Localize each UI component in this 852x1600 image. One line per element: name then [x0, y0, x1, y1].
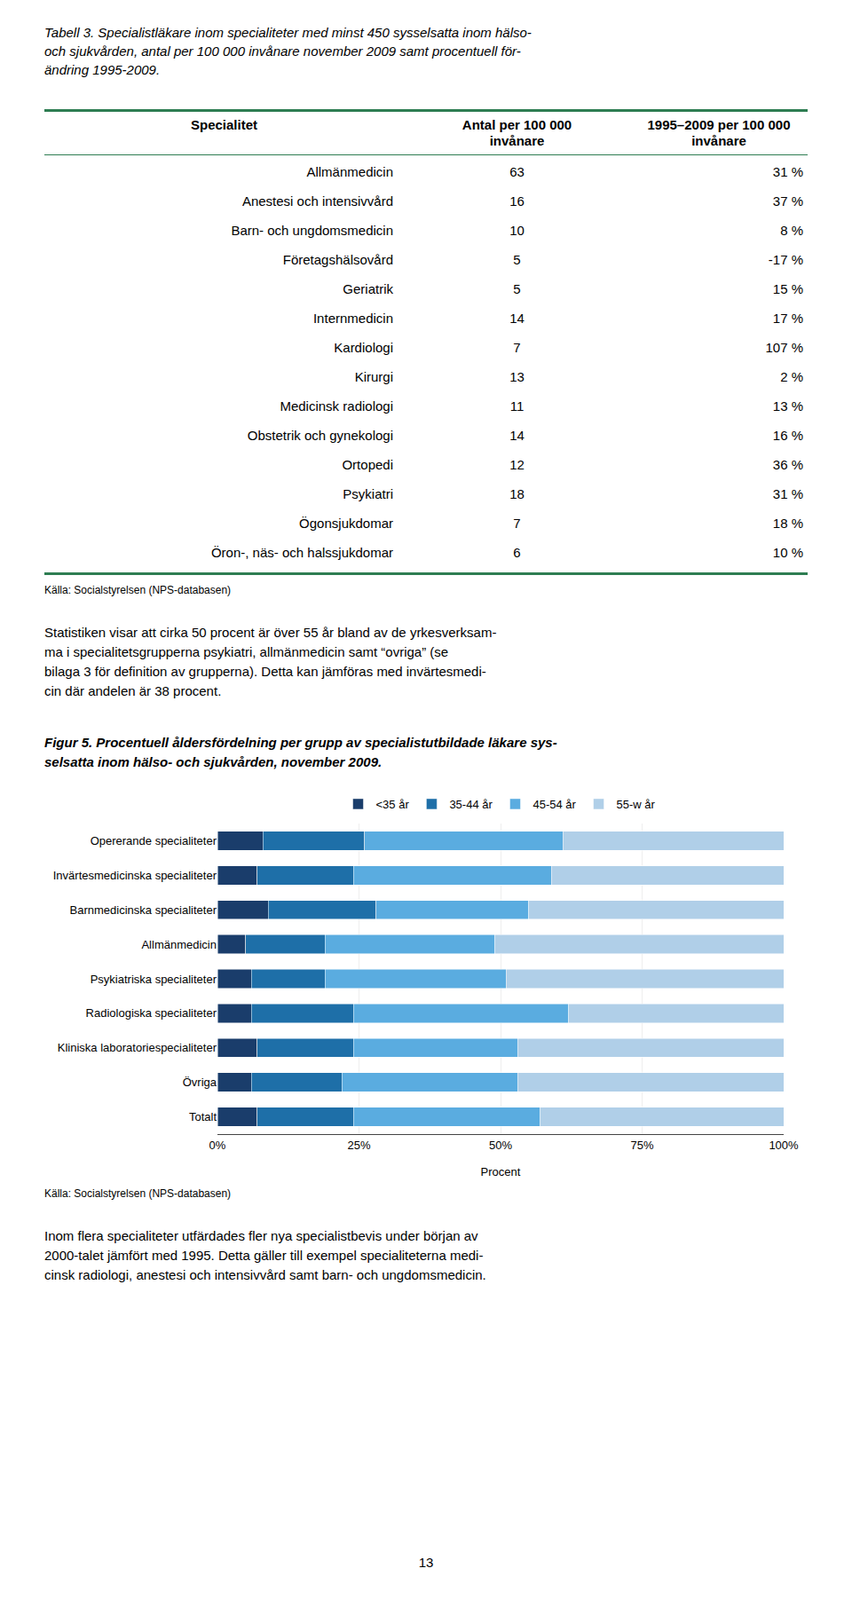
svg-text:Procent: Procent — [481, 1165, 521, 1179]
html-text:Antal per 100 000 invånare: Antal per 100 000 invånare — [462, 117, 572, 149]
html-text:16: 16 — [509, 193, 525, 209]
svg-text:Radiologiska specialiteter: Radiologiska specialiteter — [86, 1006, 218, 1020]
html-text:Obstetrik och gynekologi: Obstetrik och gynekologi — [247, 427, 394, 443]
html-text:7: 7 — [513, 515, 521, 531]
html-text:13: 13 — [509, 369, 525, 385]
svg-text:Totalt: Totalt — [189, 1110, 217, 1124]
html-text:8 %: 8 % — [780, 222, 804, 238]
svg-text:75%: 75% — [630, 1138, 654, 1152]
html-text:Psykiatri: Psykiatri — [342, 486, 394, 502]
html-text:Specialitet: Specialitet — [190, 117, 258, 133]
html-text:31 %: 31 % — [772, 486, 804, 502]
html-text:17 %: 17 % — [772, 310, 804, 326]
html-text:Barn- och ungdomsmedicin: Barn- och ungdomsmedicin — [231, 222, 394, 238]
svg-text:Barnmedicinska specialiteter: Barnmedicinska specialiteter — [70, 903, 218, 917]
html-text:37 %: 37 % — [772, 193, 804, 209]
html-text:Källa: Socialstyrelsen (NPS-da: Källa: Socialstyrelsen (NPS-databasen) — [44, 1187, 231, 1200]
html-text:5: 5 — [513, 281, 521, 297]
html-text:Kardiologi: Kardiologi — [333, 339, 394, 355]
svg-text:100%: 100% — [768, 1138, 799, 1152]
html-text:Ögonsjukdomar: Ögonsjukdomar — [299, 515, 394, 531]
html-text:Internmedicin: Internmedicin — [313, 310, 394, 326]
html-text:-17 %: -17 % — [768, 252, 804, 268]
html-text:Öron-, näs- och halssjukdomar: Öron-, näs- och halssjukdomar — [211, 544, 394, 561]
svg-text:Opererande specialiteter: Opererande specialiteter — [90, 834, 218, 848]
svg-text:Psykiatriska specialiteter: Psykiatriska specialiteter — [90, 972, 218, 987]
html-text:Inom flera specialiteter utfär: Inom flera specialiteter utfärdades fler… — [44, 1228, 487, 1283]
html-text:13 %: 13 % — [772, 398, 804, 414]
html-text:5: 5 — [513, 252, 521, 268]
html-text:14: 14 — [509, 310, 525, 326]
svg-text:0%: 0% — [209, 1138, 227, 1152]
html-text:Kirurgi: Kirurgi — [354, 369, 394, 385]
svg-text:35-44 år: 35-44 år — [449, 797, 493, 812]
html-text:Geriatrik: Geriatrik — [342, 281, 394, 297]
html-text:6: 6 — [513, 544, 521, 561]
html-text:10: 10 — [509, 222, 525, 238]
html-text:18: 18 — [509, 486, 525, 502]
html-text:Tabell 3. Specialistläkare ino: Tabell 3. Specialistläkare inom speciali… — [44, 24, 532, 78]
html-text:Anestesi och intensivvård: Anestesi och intensivvård — [242, 193, 394, 209]
svg-text:Kliniska laboratoriespecialite: Kliniska laboratoriespecialiteter — [57, 1041, 218, 1055]
html-text:31 %: 31 % — [772, 164, 804, 180]
html-text:15 %: 15 % — [772, 281, 804, 297]
html-text:14: 14 — [509, 427, 525, 443]
html-text:Medicinsk radiologi: Medicinsk radiologi — [279, 398, 394, 414]
html-text:2 %: 2 % — [780, 369, 804, 385]
html-text:7: 7 — [513, 339, 521, 355]
html-text:36 %: 36 % — [772, 457, 804, 473]
svg-text:55-w år: 55-w år — [616, 797, 656, 812]
svg-text:Invärtesmedicinska specialitet: Invärtesmedicinska specialiteter — [53, 868, 218, 883]
html-text:12: 12 — [509, 457, 525, 473]
svg-text:50%: 50% — [489, 1138, 513, 1152]
html-text:18 %: 18 % — [772, 515, 804, 531]
svg-text:45-54 år: 45-54 år — [532, 797, 576, 812]
html-text:11: 11 — [510, 398, 524, 414]
html-text:Företagshälsovård: Företagshälsovård — [282, 252, 394, 268]
svg-text:25%: 25% — [347, 1138, 371, 1152]
html-text:Källa: Socialstyrelsen (NPS-da: Källa: Socialstyrelsen (NPS-databasen) — [44, 583, 231, 597]
svg-text:Övriga: Övriga — [182, 1075, 218, 1089]
svg-text:<35 år: <35 år — [376, 797, 411, 812]
html-text:Ortopedi: Ortopedi — [342, 457, 394, 473]
html-text:Figur 5. Procentuell åldersför: Figur 5. Procentuell åldersfördelning pe… — [44, 734, 558, 770]
html-text:63: 63 — [509, 164, 525, 180]
html-text:Allmänmedicin: Allmänmedicin — [306, 164, 394, 180]
html-text:16 %: 16 % — [772, 427, 804, 443]
svg-text:Allmänmedicin: Allmänmedicin — [141, 938, 217, 952]
html-text:10 %: 10 % — [772, 544, 804, 561]
html-text:107 %: 107 % — [765, 339, 804, 355]
html-text:1995–2009 per 100 000 invånare: 1995–2009 per 100 000 invånare — [647, 117, 791, 149]
html-text:13: 13 — [418, 1554, 434, 1570]
html-text:Statistiken visar att cirka 50: Statistiken visar att cirka 50 procent ä… — [44, 624, 497, 699]
